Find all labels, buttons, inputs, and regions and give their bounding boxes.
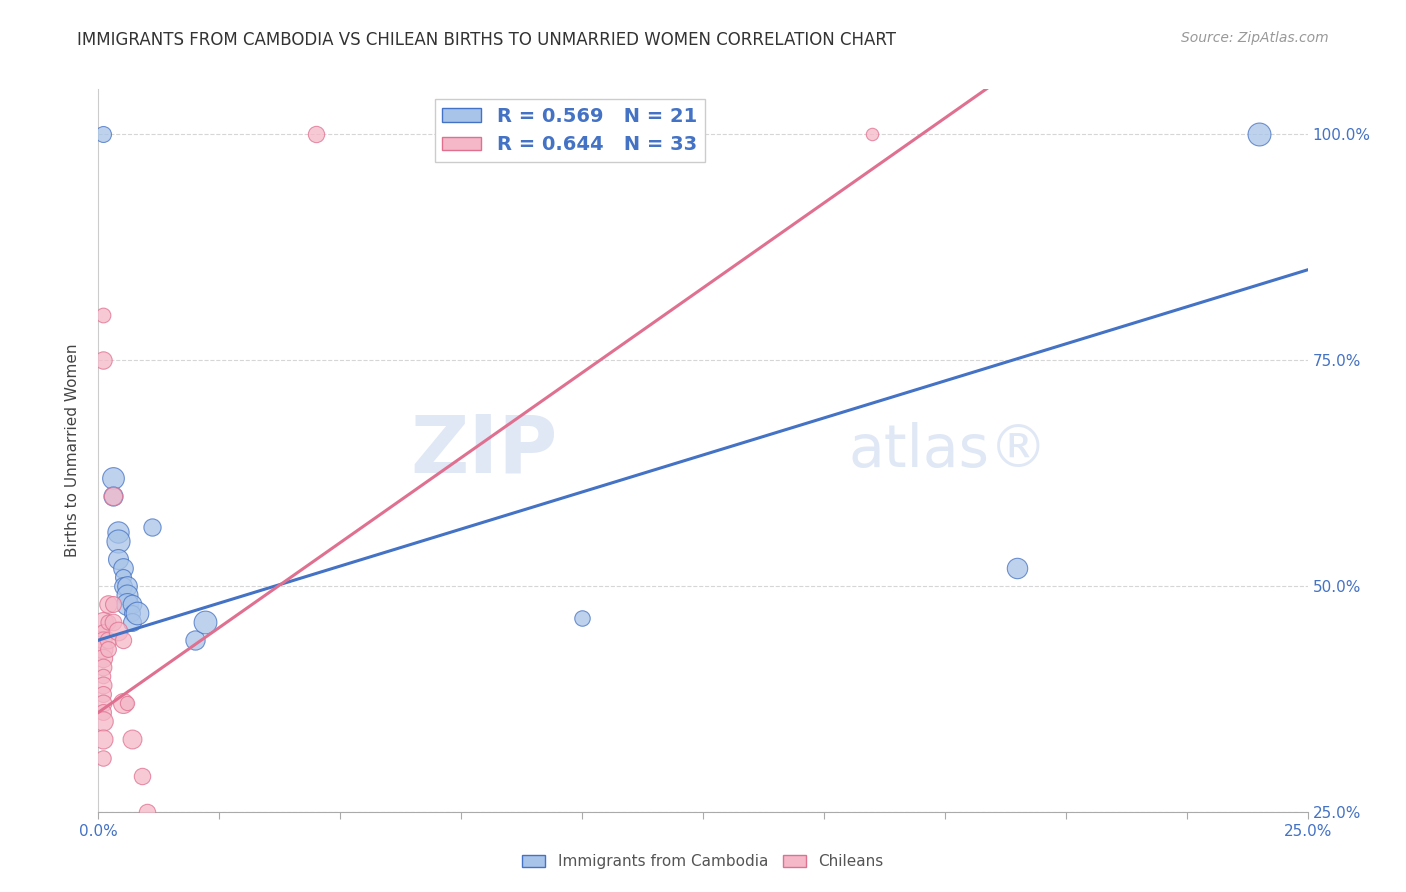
Point bbox=[135, 805, 157, 819]
Point bbox=[91, 678, 114, 692]
Point bbox=[111, 633, 134, 648]
Point bbox=[160, 877, 183, 891]
Point bbox=[117, 588, 139, 602]
Legend: Immigrants from Cambodia, Chileans: Immigrants from Cambodia, Chileans bbox=[516, 848, 890, 875]
Point bbox=[111, 561, 134, 575]
Point bbox=[107, 624, 129, 639]
Point bbox=[121, 615, 143, 629]
Point bbox=[91, 714, 114, 729]
Point bbox=[91, 750, 114, 764]
Point bbox=[91, 706, 114, 720]
Point bbox=[117, 697, 139, 711]
Point bbox=[91, 651, 114, 665]
Point bbox=[1007, 561, 1029, 575]
Point bbox=[194, 615, 217, 629]
Point bbox=[91, 732, 114, 747]
Text: atlas®: atlas® bbox=[848, 422, 1047, 479]
Point bbox=[101, 615, 124, 629]
Point bbox=[121, 606, 143, 620]
Point bbox=[91, 660, 114, 674]
Point bbox=[111, 570, 134, 584]
Text: IMMIGRANTS FROM CAMBODIA VS CHILEAN BIRTHS TO UNMARRIED WOMEN CORRELATION CHART: IMMIGRANTS FROM CAMBODIA VS CHILEAN BIRT… bbox=[77, 31, 897, 49]
Point bbox=[91, 697, 114, 711]
Point bbox=[184, 633, 207, 648]
Legend: R = 0.569   N = 21, R = 0.644   N = 33: R = 0.569 N = 21, R = 0.644 N = 33 bbox=[434, 99, 704, 162]
Point bbox=[169, 831, 191, 846]
Point bbox=[91, 687, 114, 701]
Point bbox=[571, 610, 593, 624]
Point bbox=[91, 624, 114, 639]
Text: Source: ZipAtlas.com: Source: ZipAtlas.com bbox=[1181, 31, 1329, 45]
Point bbox=[121, 732, 143, 747]
Point bbox=[91, 353, 114, 368]
Point bbox=[117, 597, 139, 611]
Point bbox=[101, 489, 124, 503]
Point bbox=[111, 697, 134, 711]
Point bbox=[97, 615, 120, 629]
Point bbox=[107, 551, 129, 566]
Point bbox=[305, 128, 328, 142]
Point bbox=[91, 615, 114, 629]
Point bbox=[107, 533, 129, 548]
Point bbox=[117, 579, 139, 593]
Point bbox=[91, 669, 114, 683]
Point bbox=[91, 128, 114, 142]
Point bbox=[91, 633, 114, 648]
Point bbox=[860, 128, 883, 142]
Point bbox=[97, 597, 120, 611]
Point bbox=[131, 769, 153, 783]
Point bbox=[107, 524, 129, 539]
Point bbox=[91, 642, 114, 657]
Point bbox=[1249, 128, 1271, 142]
Point bbox=[127, 606, 149, 620]
Point bbox=[101, 597, 124, 611]
Text: ZIP: ZIP bbox=[411, 411, 558, 490]
Y-axis label: Births to Unmarried Women: Births to Unmarried Women bbox=[65, 343, 80, 558]
Point bbox=[97, 642, 120, 657]
Point bbox=[111, 579, 134, 593]
Point bbox=[97, 633, 120, 648]
Point bbox=[91, 308, 114, 322]
Point bbox=[101, 489, 124, 503]
Point bbox=[121, 597, 143, 611]
Point bbox=[101, 470, 124, 484]
Point bbox=[141, 520, 163, 534]
